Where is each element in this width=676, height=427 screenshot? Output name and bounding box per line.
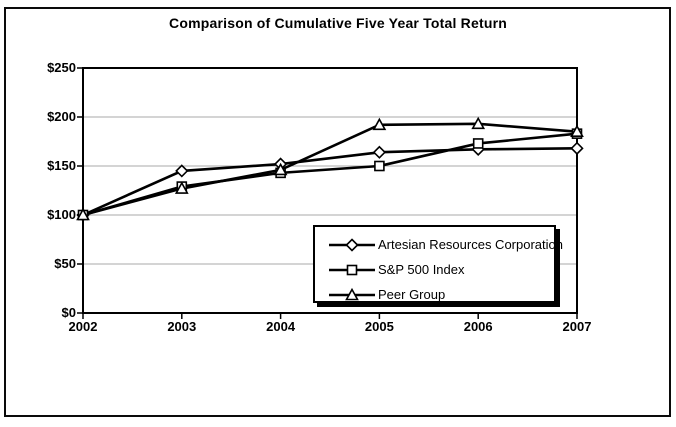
series-line-square [82, 132, 578, 217]
diamond-marker-icon [372, 145, 387, 159]
y-axis-label: $200 [47, 109, 76, 124]
x-axis-label: 2005 [364, 319, 394, 334]
legend-item: S&P 500 Index [329, 257, 554, 282]
x-axis-label: 2004 [266, 319, 296, 334]
series-line-diamond [82, 147, 578, 217]
y-axis-label: $250 [47, 60, 76, 75]
square-marker-icon [472, 138, 484, 149]
plot-area [76, 67, 584, 319]
square-marker-icon [374, 160, 385, 172]
legend: Artesian Resources Corporation S&P 500 In… [313, 225, 563, 303]
triangle-marker-icon [76, 207, 90, 221]
triangle-marker-icon [273, 162, 288, 176]
legend-sample-square [329, 264, 375, 275]
legend-label: S&P 500 Index [378, 262, 465, 277]
legend-label: Artesian Resources Corporation [378, 237, 563, 252]
y-axis-label: $100 [47, 207, 76, 222]
y-axis-label: $0 [61, 305, 76, 320]
y-axis-label: $50 [54, 256, 76, 271]
series-line-triangle [82, 122, 578, 217]
legend-item: Peer Group [329, 282, 554, 307]
legend-label: Peer Group [378, 287, 446, 302]
x-axis-label: 2007 [562, 319, 592, 334]
triangle-marker-icon [372, 117, 387, 131]
plot-border [82, 67, 578, 314]
legend-sample-triangle [329, 287, 375, 300]
legend-sample-diamond [329, 237, 375, 252]
triangle-marker-icon [174, 181, 189, 194]
plot-svg [76, 67, 584, 319]
x-axis-label: 2006 [463, 319, 493, 334]
triangle-marker-icon [345, 287, 359, 300]
triangle-marker-icon [471, 116, 486, 130]
chart-outer-border [4, 7, 671, 417]
triangle-marker-icon [570, 124, 584, 137]
y-axis-label: $150 [47, 158, 76, 173]
x-axis-label: 2002 [68, 319, 98, 334]
x-axis-label: 2003 [167, 319, 197, 334]
diamond-marker-icon [345, 237, 359, 252]
chart-title: Comparison of Cumulative Five Year Total… [169, 15, 507, 31]
legend-item: Artesian Resources Corporation [329, 232, 563, 257]
square-marker-icon [346, 264, 358, 275]
diamond-marker-icon [570, 141, 584, 155]
diamond-marker-icon [175, 164, 189, 178]
